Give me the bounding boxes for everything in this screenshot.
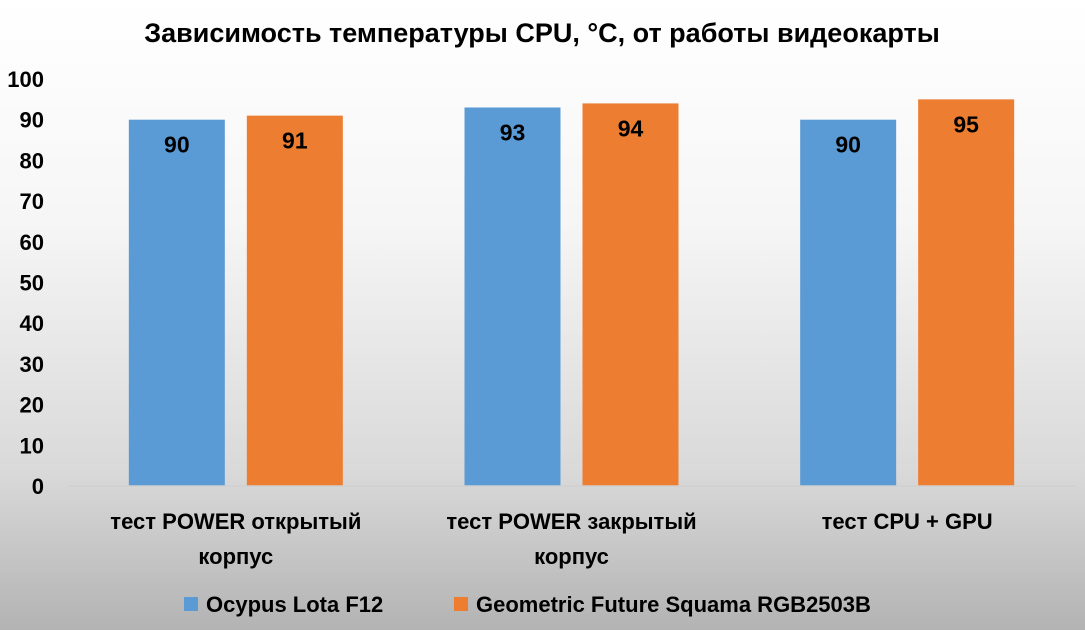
legend-label: Geometric Future Squama RGB2503B [476, 592, 871, 617]
bar-value-label: 90 [835, 132, 861, 158]
bar [582, 103, 679, 487]
bar-value-label: 91 [282, 128, 308, 154]
bar-value-label: 90 [164, 132, 190, 158]
bar [246, 115, 343, 486]
y-tick-label: 30 [20, 352, 44, 377]
chart-title: Зависимость температуры CPU, °C, от рабо… [144, 18, 940, 48]
x-category-label: корпус [198, 544, 273, 569]
bar [128, 119, 225, 486]
y-axis: 0 10 20 30 40 50 60 70 80 90 100 [7, 67, 44, 499]
y-tick-label: 60 [20, 230, 44, 255]
x-category-label: тест POWER открытый [110, 509, 361, 534]
x-axis: тест POWER открытый корпус тест POWER закр… [68, 485, 1075, 569]
legend-swatch [184, 597, 198, 611]
x-category-label: корпус [534, 544, 609, 569]
y-tick-label: 90 [20, 108, 44, 133]
bars: 90 91 93 94 90 95 [128, 99, 1015, 487]
bar-value-label: 93 [500, 119, 526, 145]
bar [918, 99, 1015, 486]
x-category-label: тест CPU + GPU [822, 509, 993, 534]
legend: Ocypus Lota F12 Geometric Future Squama R… [184, 592, 871, 617]
bar [464, 107, 561, 487]
bar-value-label: 95 [953, 111, 979, 137]
legend-label: Ocypus Lota F12 [206, 592, 383, 617]
bar-value-label: 94 [618, 115, 644, 141]
y-tick-label: 100 [7, 67, 44, 92]
y-tick-label: 10 [20, 433, 44, 458]
x-category-label: тест POWER закрытый [446, 509, 696, 534]
y-tick-label: 50 [20, 271, 44, 296]
y-tick-label: 70 [20, 189, 44, 214]
y-tick-label: 20 [20, 393, 44, 418]
y-tick-label: 0 [32, 474, 44, 499]
y-tick-label: 40 [20, 311, 44, 336]
y-tick-label: 80 [20, 148, 44, 173]
legend-swatch [454, 597, 468, 611]
bar [800, 119, 897, 486]
